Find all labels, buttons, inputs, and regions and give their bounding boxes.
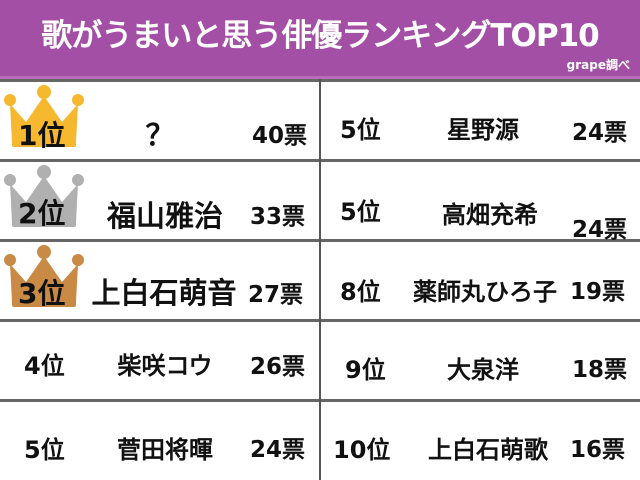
column-divider bbox=[319, 79, 321, 480]
actor-name: 星野源 bbox=[447, 116, 519, 144]
actor-name: 福山雅治 bbox=[106, 199, 223, 233]
header: 歌がうまいと思う俳優ランキングTOP10 grape調べ bbox=[0, 0, 640, 79]
vote-count: 33票 bbox=[250, 204, 306, 230]
actor-name: 高畑充希 bbox=[442, 201, 538, 229]
rank-label: 4位 bbox=[24, 352, 65, 380]
actor-name: ？ bbox=[145, 118, 175, 152]
vote-count: 40票 bbox=[252, 123, 308, 149]
bronze-crown-icon bbox=[4, 244, 84, 308]
actor-name: 薬師丸ひろ子 bbox=[413, 278, 557, 306]
rank-label: 1位 bbox=[18, 119, 66, 152]
vote-count: 24票 bbox=[572, 217, 628, 243]
source-credit: grape調べ bbox=[566, 58, 630, 72]
actor-name: 大泉洋 bbox=[447, 356, 519, 384]
vote-count: 16票 bbox=[570, 437, 626, 463]
vote-count: 18票 bbox=[572, 357, 628, 383]
silver-crown-icon bbox=[4, 164, 84, 228]
rank-label: 9位 bbox=[345, 356, 386, 384]
actor-name: 柴咲コウ bbox=[117, 352, 213, 380]
rank-label: 8位 bbox=[340, 278, 381, 306]
actor-name: 上白石萌音 bbox=[91, 276, 237, 310]
vote-count: 19票 bbox=[570, 279, 626, 305]
rank-label: 5位 bbox=[24, 436, 65, 464]
rank-label: 3位 bbox=[18, 277, 66, 310]
rank-label: 5位 bbox=[340, 116, 381, 144]
rank-label: 10位 bbox=[333, 436, 391, 464]
vote-count: 27票 bbox=[248, 282, 304, 308]
vote-count: 24票 bbox=[250, 437, 306, 463]
actor-name: 菅田将暉 bbox=[117, 436, 213, 464]
vote-count: 24票 bbox=[572, 120, 628, 146]
rank-label: 2位 bbox=[18, 197, 66, 230]
page-title: 歌がうまいと思う俳優ランキングTOP10 bbox=[41, 18, 599, 54]
rank-label: 5位 bbox=[340, 198, 381, 226]
gold-crown-icon bbox=[4, 84, 84, 148]
vote-count: 26票 bbox=[250, 354, 306, 380]
actor-name: 上白石萌歌 bbox=[428, 436, 548, 464]
